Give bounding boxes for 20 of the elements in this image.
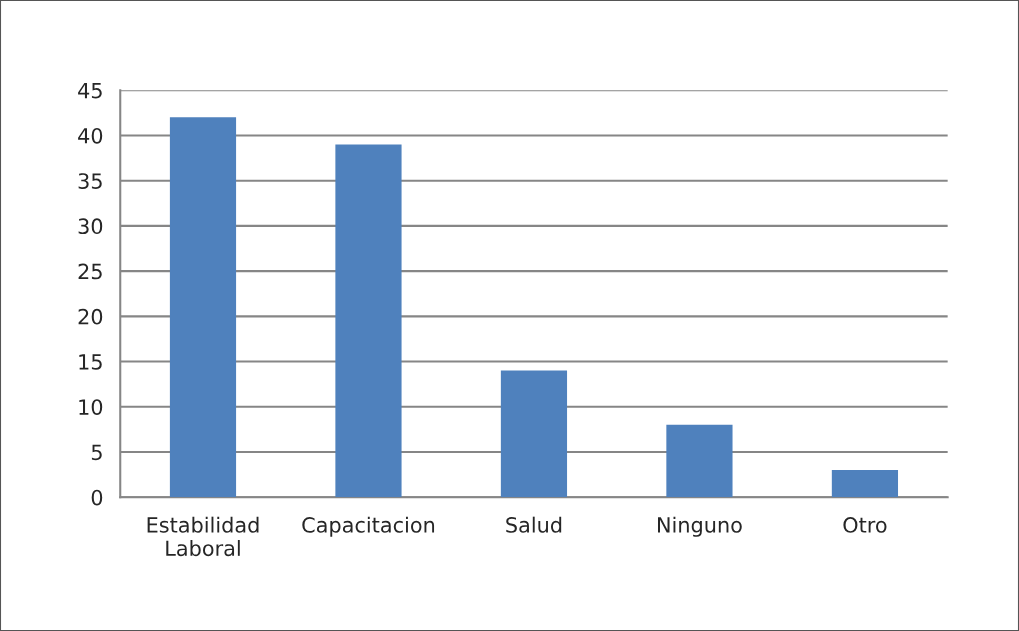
bar [335,144,402,498]
bar [666,424,733,498]
x-tick-label: Otro [843,517,887,533]
y-tick-label: 20 [78,308,103,325]
bar [169,117,237,498]
y-tick-label: 35 [78,173,102,189]
x-tick-label: Ninguno [658,516,742,537]
y-tick-label: 5 [91,444,102,461]
y-tick-label: 30 [78,218,103,235]
y-tick-label: 45 [78,82,102,99]
y-tick-label: 40 [78,127,103,144]
bar [500,370,568,498]
x-tick-label: Salud [506,516,562,533]
y-tick-label: 0 [91,489,103,506]
y-tick-label: 10 [79,399,103,415]
y-tick-label: 25 [78,263,102,280]
x-tick-label: Capacitacion [302,516,435,537]
bar [831,470,899,498]
y-tick-label: 15 [79,354,102,370]
x-tick-label: Estabilidad Laboral [147,516,259,557]
